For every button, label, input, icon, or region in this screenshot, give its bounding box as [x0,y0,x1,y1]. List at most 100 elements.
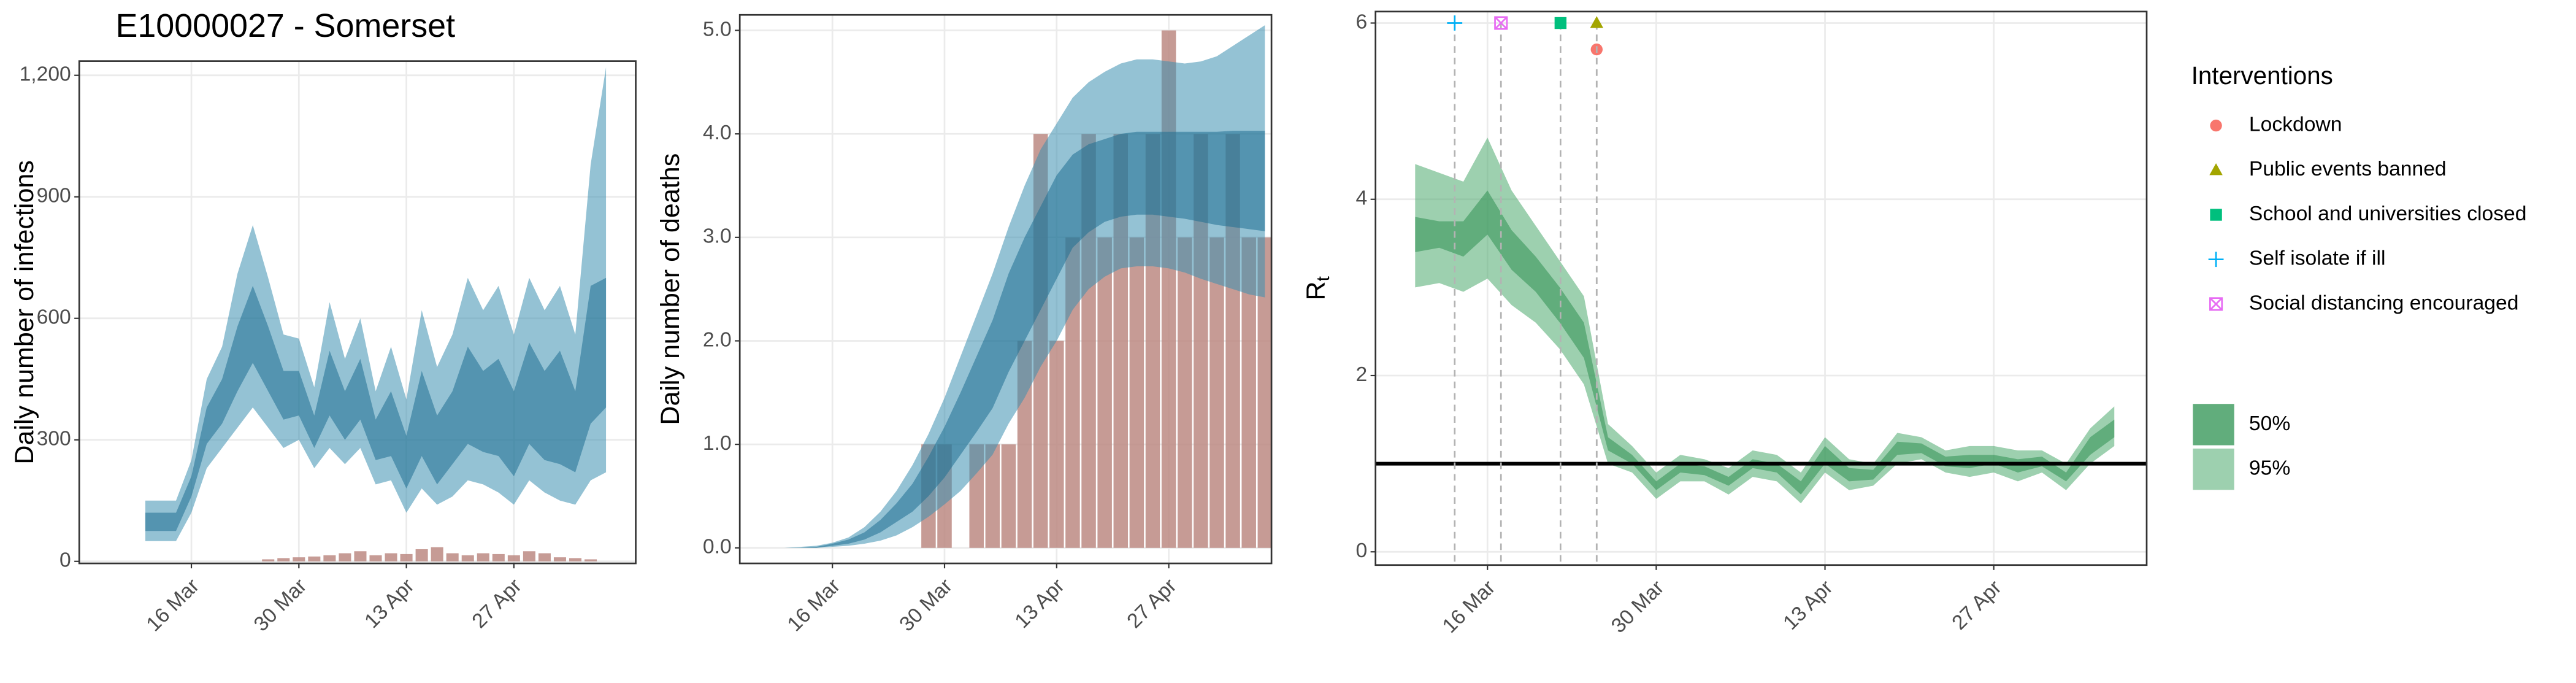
bar [523,551,535,561]
bar [492,554,505,561]
y-axis-label: Daily number of infections [10,160,39,464]
bar [1129,237,1144,548]
intervention-marker [1554,17,1567,29]
legend-swatch [2193,448,2234,490]
y-tick-label: 6 [1356,10,1368,33]
y-tick-label: 5.0 [703,18,732,41]
x-tick-label: 30 Mar [250,574,311,636]
x-tick-label: 13 Apr [1011,574,1069,633]
bar [985,444,1000,548]
bar [446,553,459,561]
y-tick-label: 900 [37,185,71,207]
bar [553,557,566,561]
bar [1049,341,1064,548]
legend-swatch [2193,404,2234,446]
bar [477,553,489,561]
marker-shape [1554,17,1567,29]
legend-marker [2210,119,2222,132]
bar [400,554,413,561]
bar [323,555,336,561]
y-tick-label: 0 [1356,539,1368,562]
y-tick-label: 3.0 [703,225,732,248]
y-tick-label: 4.0 [703,122,732,144]
bar [1001,444,1016,548]
legend-key [2208,252,2224,268]
x-tick-label: 16 Mar [783,574,845,636]
plot-frame [78,60,637,565]
x-tick-label: 16 Mar [1438,576,1500,638]
legend-label: Social distancing encouraged [2249,291,2518,314]
x-tick-label: 13 Apr [1779,576,1838,635]
y-tick-label: 600 [37,306,71,329]
legend-key [2210,119,2222,132]
legend-label: 50% [2249,412,2290,435]
legend-marker [2209,297,2223,311]
y-tick-label: 1,200 [20,63,71,86]
x-tick-label: 16 Mar [142,574,204,636]
y-axis-label: Daily number of deaths [656,153,685,425]
bar [308,556,321,561]
bar [431,547,443,561]
bar [262,559,275,561]
y-axis-label-text: Daily number of deaths [656,153,685,425]
legend-marker [2209,297,2223,311]
bar [1241,237,1256,548]
y-tick-label: 2 [1356,363,1368,386]
bar [585,559,597,561]
x-tick-label: 30 Mar [895,574,957,636]
bar [507,555,520,561]
plot-background [1375,11,2147,565]
band [784,131,1265,548]
plot-frame [738,14,1273,565]
marker-shape [1494,16,1508,30]
legend-marker [2209,163,2223,176]
y-axis-label-text: Daily number of infections [10,160,39,464]
y-tick-label: 0 [59,549,71,572]
x-tick-label: 27 Apr [468,574,526,633]
y-tick-label: 1.0 [703,432,732,455]
bar [1177,237,1192,548]
bar [385,553,397,561]
legend-key [2210,209,2222,221]
y-tick-label: 300 [37,428,71,450]
bar [339,553,351,561]
intervention-marker [1447,15,1463,31]
bar [293,557,305,561]
bar [1097,237,1112,548]
bar [1257,237,1273,548]
y-axis-label-text: R [1301,281,1331,300]
legend-title: Interventions [2191,61,2333,90]
marker-shape [1494,16,1508,30]
bar [415,549,428,561]
bar [277,558,290,561]
legend-label: Public events banned [2249,158,2447,180]
band [145,277,607,531]
y-tick-label: 4 [1356,187,1368,210]
bar [1209,237,1224,548]
intervention-marker [1494,16,1508,30]
legend-key [2209,297,2223,311]
legend-label: 95% [2249,457,2290,480]
legend-label: School and universities closed [2249,203,2527,225]
chart-title: E10000027 - Somerset [115,7,455,44]
bar [369,555,382,561]
plot-frame [1374,10,2148,566]
x-tick-label: 27 Apr [1948,576,2006,635]
x-tick-label: 13 Apr [361,574,419,633]
bar [354,551,367,561]
x-tick-label: 30 Mar [1607,576,1668,638]
y-tick-label: 0.0 [703,536,732,558]
marker-shape [1590,16,1604,28]
y-axis-label: Rt [1301,276,1333,300]
legend-key [2209,163,2223,176]
y-axis-label-sub: t [1313,276,1333,281]
legend-marker [2210,209,2222,221]
y-tick-label: 2.0 [703,328,732,351]
x-tick-label: 27 Apr [1123,574,1181,633]
legend-label: Self isolate if ill [2249,247,2386,270]
bar [569,558,582,561]
bar [538,553,551,561]
legend-label: Lockdown [2249,114,2342,136]
